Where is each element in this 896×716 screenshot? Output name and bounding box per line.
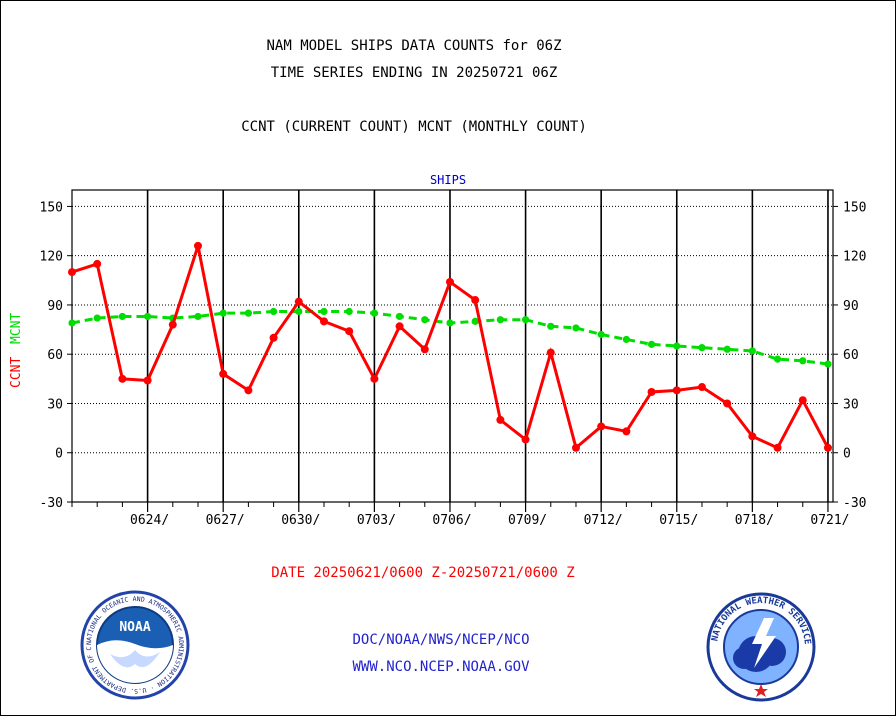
data-point-mcnt xyxy=(471,317,479,325)
x-tick-label: 0624/ xyxy=(130,513,169,528)
data-point-mcnt xyxy=(219,309,227,317)
data-point-ccnt xyxy=(445,277,454,286)
data-point-ccnt xyxy=(546,348,555,357)
x-tick-label: 0627/ xyxy=(206,513,245,528)
data-point-mcnt xyxy=(647,340,656,348)
data-point-mcnt xyxy=(395,312,404,321)
y-tick-label-left: 90 xyxy=(47,299,63,314)
data-point-mcnt xyxy=(773,355,782,363)
data-point-ccnt xyxy=(823,443,832,452)
data-point-ccnt xyxy=(370,374,379,383)
data-point-mcnt xyxy=(622,335,630,344)
chart-title: SHIPS xyxy=(430,173,466,187)
noaa-logo-text: NOAA xyxy=(119,620,150,635)
data-point-ccnt xyxy=(647,387,656,396)
data-point-mcnt xyxy=(93,314,101,322)
data-point-ccnt xyxy=(672,386,681,395)
data-point-mcnt xyxy=(723,345,731,353)
y-axis-label-ccnt: CCNT xyxy=(9,357,24,388)
data-point-ccnt xyxy=(496,415,505,424)
data-point-ccnt xyxy=(597,422,606,431)
data-point-ccnt xyxy=(294,297,303,306)
title-line-1: NAM MODEL SHIPS DATA COUNTS for 06Z xyxy=(266,38,562,54)
data-point-ccnt xyxy=(345,327,354,336)
y-axis-label-mcnt: MCNT xyxy=(9,313,24,344)
nws-logo: NATIONAL WEATHER SERVICE xyxy=(706,592,816,702)
data-point-mcnt xyxy=(269,307,278,316)
y-tick-label-left: 150 xyxy=(40,200,63,215)
data-point-mcnt xyxy=(446,319,454,327)
data-point-mcnt xyxy=(748,347,756,355)
x-tick-label: 0703/ xyxy=(357,513,396,528)
data-point-mcnt xyxy=(118,312,126,321)
date-range-label: DATE 20250621/0600 Z-20250721/0600 Z xyxy=(271,565,575,581)
data-point-mcnt xyxy=(673,342,681,350)
data-point-ccnt xyxy=(748,432,757,441)
x-tick-label: 0709/ xyxy=(508,513,547,528)
title-line-2: TIME SERIES ENDING IN 20250721 06Z xyxy=(270,65,558,81)
data-point-mcnt xyxy=(370,309,378,317)
y-tick-label-left: 120 xyxy=(40,250,63,265)
x-tick-label: 0718/ xyxy=(735,513,774,528)
y-tick-label-left: 30 xyxy=(47,397,63,412)
subtitle: CCNT (CURRENT COUNT) MCNT (MONTHLY COUNT… xyxy=(241,119,587,135)
x-tick-label: 0712/ xyxy=(584,513,623,528)
data-point-mcnt xyxy=(496,316,504,324)
data-point-ccnt xyxy=(697,383,706,392)
y-tick-label-left: 0 xyxy=(55,447,63,462)
y-tick-label-right: 30 xyxy=(843,397,859,412)
website-link[interactable]: WWW.NCO.NCEP.NOAA.GOV xyxy=(352,659,530,675)
plot-area xyxy=(71,189,834,503)
data-point-mcnt xyxy=(597,330,605,339)
data-point-ccnt xyxy=(319,317,328,326)
data-point-mcnt xyxy=(320,307,328,316)
data-point-ccnt xyxy=(471,296,480,305)
y-tick-label-right: 150 xyxy=(843,200,866,215)
data-point-ccnt xyxy=(93,259,102,268)
data-point-ccnt xyxy=(798,396,807,405)
data-point-ccnt xyxy=(723,399,732,408)
data-point-ccnt xyxy=(244,386,253,395)
data-point-mcnt xyxy=(68,319,76,327)
data-point-mcnt xyxy=(799,357,807,365)
data-point-ccnt xyxy=(571,443,580,452)
data-point-ccnt xyxy=(773,443,782,452)
data-point-mcnt xyxy=(824,360,832,368)
y-tick-label-right: 120 xyxy=(843,250,866,265)
y-tick-label-right: 60 xyxy=(843,348,859,363)
y-tick-label-left: -30 xyxy=(40,496,63,511)
x-tick-label: 0715/ xyxy=(659,513,698,528)
x-tick-label: 0721/ xyxy=(810,513,849,528)
y-tick-label-right: 90 xyxy=(843,299,859,314)
data-point-ccnt xyxy=(521,435,530,444)
data-point-mcnt xyxy=(143,312,152,321)
data-point-mcnt xyxy=(572,324,580,332)
data-point-ccnt xyxy=(395,322,404,331)
data-point-ccnt xyxy=(168,320,177,329)
data-point-mcnt xyxy=(521,316,530,324)
data-point-ccnt xyxy=(143,376,152,385)
data-point-ccnt xyxy=(622,427,631,436)
y-tick-label-left: 60 xyxy=(47,348,63,363)
y-tick-label-right: -30 xyxy=(843,496,866,511)
data-point-mcnt xyxy=(547,322,555,330)
data-point-mcnt xyxy=(421,316,429,324)
data-point-ccnt xyxy=(68,268,76,277)
data-point-mcnt xyxy=(244,309,252,317)
data-point-ccnt xyxy=(118,374,127,383)
agency-path: DOC/NOAA/NWS/NCEP/NCO xyxy=(352,632,530,648)
y-tick-label-right: 0 xyxy=(843,447,851,462)
data-point-ccnt xyxy=(219,369,228,378)
x-tick-label: 0706/ xyxy=(432,513,471,528)
data-point-ccnt xyxy=(269,333,278,342)
x-tick-label: 0630/ xyxy=(281,513,320,528)
noaa-logo: NOAA NATIONAL OCEANIC AND ATMOSPHERIC AD… xyxy=(80,590,190,700)
data-point-ccnt xyxy=(420,345,429,354)
data-point-mcnt xyxy=(194,312,202,321)
data-point-ccnt xyxy=(193,241,202,250)
data-point-mcnt xyxy=(698,344,706,352)
data-point-mcnt xyxy=(295,307,303,316)
data-point-mcnt xyxy=(345,307,353,316)
